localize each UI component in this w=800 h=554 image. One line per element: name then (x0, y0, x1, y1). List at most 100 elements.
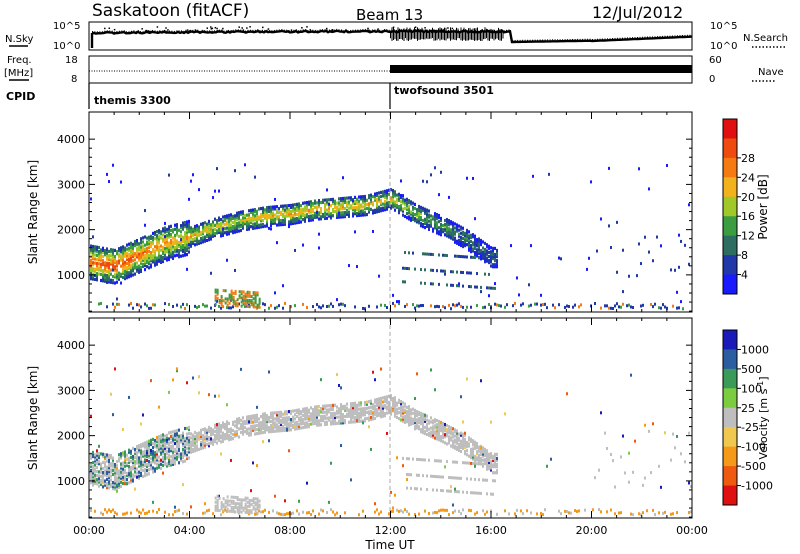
scatter-cell (138, 264, 140, 268)
scatter-cell (162, 245, 164, 249)
scatter-cell (346, 414, 348, 418)
colorbar-tick-label: 500 (741, 363, 762, 376)
scatter-cell (348, 408, 350, 412)
scatter-cell (186, 248, 188, 253)
scatter-cell (408, 423, 410, 427)
scatter-cell (258, 207, 260, 211)
scatter-cell (176, 449, 178, 453)
scatter-cell (318, 423, 320, 427)
scatter-cell (320, 410, 322, 414)
scatter-cell (120, 258, 122, 262)
scatter-cell (426, 422, 428, 426)
scatter-cell (92, 253, 94, 257)
scatter-cell (296, 212, 298, 217)
scatter-cell (312, 201, 314, 206)
scatter-cell (168, 461, 170, 466)
scatter-cell (110, 260, 112, 264)
scatter-cell (422, 225, 424, 229)
scatter-cell (104, 465, 106, 469)
scatter-cell (250, 511, 253, 515)
scatter-cell (424, 431, 426, 436)
scatter-cell (112, 260, 114, 264)
scatter-cell (410, 210, 412, 214)
scatter-cell (160, 434, 162, 438)
scatter-cell (496, 469, 498, 473)
scatter-cell (330, 403, 332, 408)
scatter-cell (200, 447, 202, 451)
scatter-cell (218, 222, 220, 226)
scatter-cell (158, 257, 160, 261)
scatter-cell (642, 303, 644, 307)
scatter-cell (332, 199, 334, 204)
scatter-cell (120, 248, 122, 252)
scatter-cell (604, 431, 606, 435)
scatter-cell (112, 274, 114, 279)
scatter-cell (306, 423, 308, 427)
scatter-cell (302, 409, 304, 413)
scatter-cell (408, 251, 410, 255)
scatter-cell (178, 442, 180, 447)
scatter-cell (154, 445, 156, 449)
scatter-cell (496, 463, 498, 467)
scatter-cell (174, 429, 176, 433)
scatter-cell (420, 421, 422, 426)
scatter-cell (388, 512, 390, 516)
scatter-cell (168, 253, 170, 257)
cpid-mode-twofsound: twofsound 3501 (394, 84, 494, 97)
scatter-cell (172, 228, 174, 232)
scatter-cell (474, 442, 476, 446)
scatter-cell (380, 209, 382, 213)
scatter-cell (302, 243, 304, 247)
scatter-cell (392, 197, 394, 201)
scatter-cell (140, 239, 142, 243)
scatter-cell (100, 468, 102, 472)
scatter-cell (212, 228, 214, 232)
scatter-cell (422, 426, 424, 431)
scatter-cell (172, 513, 174, 517)
scatter-cell (116, 460, 118, 464)
scatter-cell (428, 209, 430, 213)
scatter-cell (146, 248, 148, 252)
scatter-cell (108, 280, 110, 284)
scatter-cell (144, 261, 146, 266)
scatter-cell (402, 510, 404, 514)
scatter-cell (268, 306, 270, 310)
scatter-cell (206, 226, 208, 230)
scatter-cell (406, 303, 408, 307)
scatter-cell (374, 192, 376, 196)
scatter-cell (418, 206, 420, 211)
scatter-cell (278, 219, 280, 223)
scatter-cell (362, 205, 364, 209)
scatter-cell (384, 193, 386, 198)
scatter-cell (182, 435, 184, 439)
scatter-cell (430, 426, 432, 430)
scatter-cell (242, 430, 244, 434)
scatter-cell (276, 425, 278, 429)
scatter-cell (184, 247, 186, 251)
scatter-cell (182, 449, 184, 454)
scatter-cell (208, 227, 210, 232)
scatter-cell (400, 412, 402, 416)
scatter-cell (100, 480, 102, 485)
scatter-cell (320, 423, 322, 427)
scatter-cell (376, 404, 378, 408)
scatter-cell (358, 205, 360, 209)
scatter-cell (148, 241, 150, 245)
scatter-cell (422, 414, 424, 418)
scatter-cell (138, 268, 140, 272)
scatter-cell (276, 205, 278, 209)
scatter-cell (146, 246, 148, 250)
scatter-cell (280, 218, 282, 223)
scatter-cell (494, 479, 496, 483)
cpid-label: CPID (6, 90, 35, 103)
y-tick-label: 3000 (57, 178, 85, 191)
scatter-cell (156, 248, 158, 252)
scatter-cell (298, 210, 300, 214)
scatter-cell (148, 235, 150, 239)
scatter-cell (260, 213, 262, 217)
scatter-cell (242, 506, 245, 510)
scatter-cell (190, 226, 192, 230)
scatter-cell (254, 416, 256, 420)
scatter-cell (124, 464, 126, 468)
scatter-cell (258, 223, 260, 227)
